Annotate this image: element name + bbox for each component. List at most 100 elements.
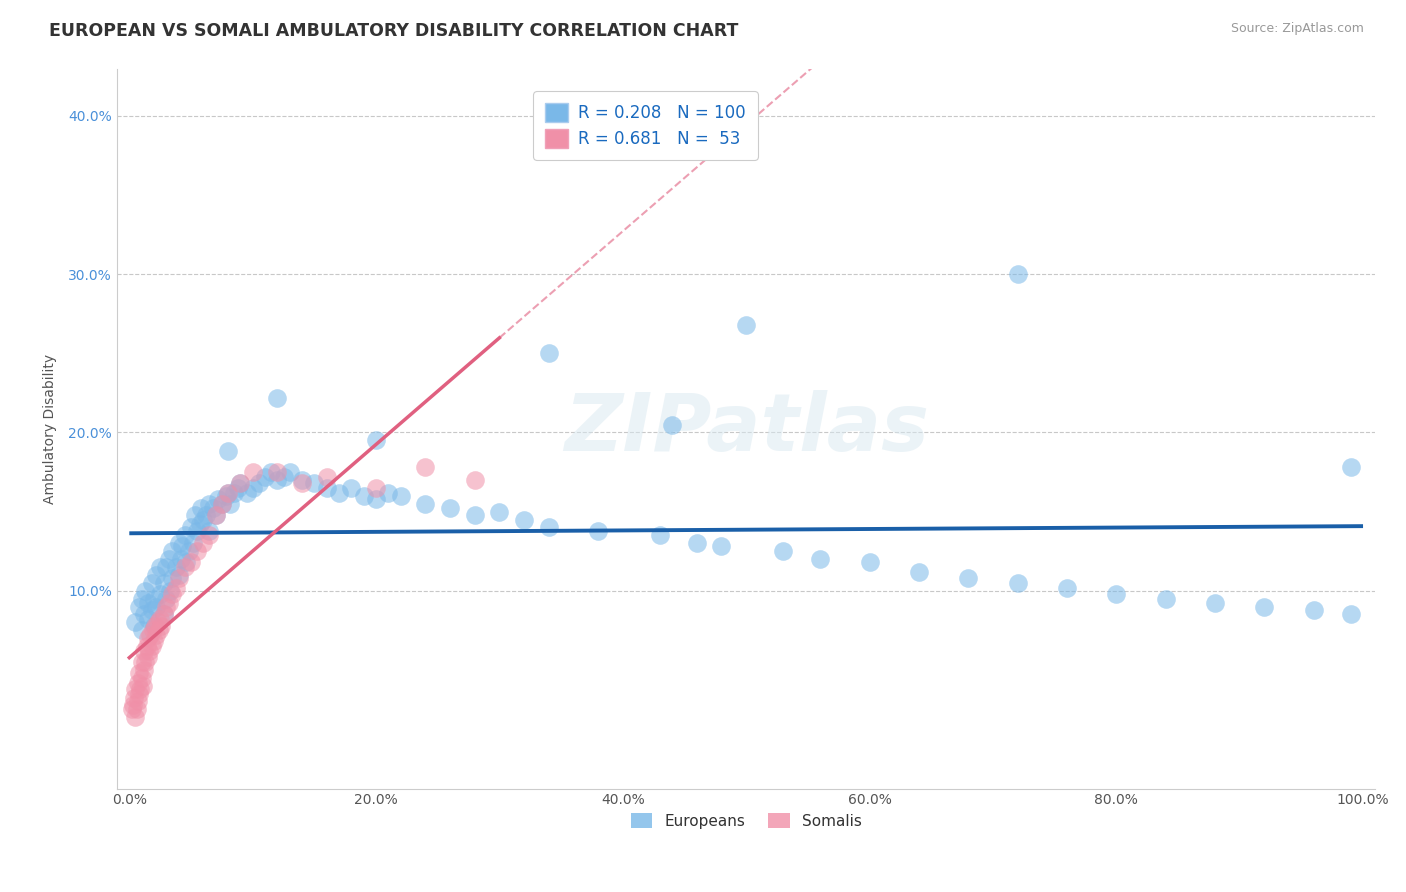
Point (143, 618, 166, 632)
Point (415, 460, 437, 475)
Point (155, 560, 177, 574)
Point (291, 473, 314, 487)
Point (150, 618, 173, 632)
Point (167, 536, 190, 550)
Point (136, 631, 159, 645)
Point (183, 536, 205, 550)
Point (278, 465, 301, 479)
Point (217, 485, 239, 500)
Point (143, 618, 166, 632)
Point (149, 587, 172, 601)
Point (1302, 603, 1324, 617)
Point (136, 596, 159, 610)
Point (202, 501, 225, 516)
Point (273, 470, 295, 484)
Point (136, 612, 159, 626)
Point (145, 628, 167, 642)
Point (131, 671, 153, 685)
Point (194, 508, 217, 522)
Point (266, 391, 288, 405)
Point (141, 639, 163, 653)
Point (364, 491, 387, 506)
Point (132, 679, 155, 693)
Point (957, 571, 980, 585)
Point (180, 520, 202, 534)
Point (198, 524, 221, 538)
Point (149, 560, 172, 574)
Point (157, 596, 180, 610)
Point (177, 544, 200, 558)
Point (157, 552, 180, 566)
Point (124, 681, 146, 696)
Point (128, 687, 150, 701)
Point (173, 560, 195, 574)
Point (128, 665, 150, 680)
Point (204, 508, 226, 522)
Point (145, 599, 167, 614)
Point (128, 599, 150, 614)
Point (224, 485, 246, 500)
Point (1007, 575, 1029, 590)
Point (464, 508, 486, 522)
Point (537, 346, 560, 360)
Point (132, 607, 155, 622)
Point (165, 581, 187, 595)
Point (235, 485, 257, 500)
Point (364, 481, 387, 495)
Point (155, 599, 177, 614)
Point (315, 481, 337, 495)
Point (266, 473, 288, 487)
Point (661, 417, 683, 432)
Point (537, 520, 560, 534)
Point (439, 501, 461, 516)
Point (772, 544, 794, 558)
Point (132, 663, 155, 677)
Point (1204, 596, 1226, 610)
Point (165, 560, 187, 574)
Point (134, 583, 156, 598)
Point (127, 675, 149, 690)
Point (127, 694, 149, 708)
Point (207, 491, 229, 506)
Point (121, 702, 143, 716)
Point (143, 591, 166, 606)
Point (226, 481, 249, 495)
Point (266, 465, 288, 479)
Point (188, 517, 211, 532)
Point (217, 444, 239, 458)
Point (908, 565, 931, 579)
Point (211, 497, 233, 511)
Point (242, 481, 264, 495)
Y-axis label: Ambulatory Disability: Ambulatory Disability (44, 353, 58, 504)
Point (364, 434, 387, 448)
Text: Source: ZipAtlas.com: Source: ZipAtlas.com (1230, 22, 1364, 36)
Point (204, 508, 226, 522)
Point (513, 512, 536, 526)
Text: EUROPEAN VS SOMALI AMBULATORY DISABILITY CORRELATION CHART: EUROPEAN VS SOMALI AMBULATORY DISABILITY… (49, 22, 738, 40)
Point (136, 650, 159, 665)
Point (1340, 460, 1362, 475)
Point (135, 639, 157, 653)
Point (219, 497, 242, 511)
Point (167, 568, 190, 582)
Point (735, 318, 758, 332)
Point (159, 583, 181, 598)
Point (131, 624, 153, 638)
Point (124, 710, 146, 724)
Point (173, 528, 195, 542)
Point (186, 544, 208, 558)
Point (229, 476, 252, 491)
Point (153, 607, 176, 622)
Point (193, 512, 215, 526)
Point (586, 524, 609, 538)
Point (315, 470, 337, 484)
Point (180, 555, 202, 569)
Point (162, 571, 184, 585)
Point (183, 508, 205, 522)
Point (186, 524, 208, 538)
Point (122, 691, 145, 706)
Point (253, 470, 276, 484)
Point (1056, 581, 1078, 595)
Point (242, 465, 264, 479)
Point (141, 603, 163, 617)
